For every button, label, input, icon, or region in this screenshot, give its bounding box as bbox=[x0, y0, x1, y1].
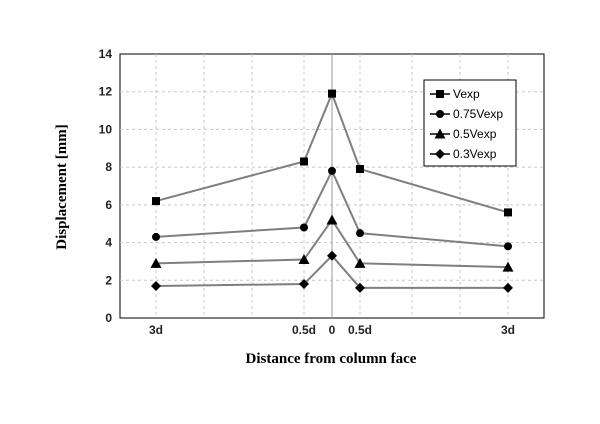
legend-marker bbox=[434, 128, 446, 139]
data-point bbox=[299, 279, 309, 290]
data-point bbox=[503, 282, 513, 293]
data-point bbox=[150, 257, 162, 268]
data-point bbox=[300, 223, 308, 232]
data-point bbox=[298, 254, 310, 265]
y-tick-label: 10 bbox=[99, 122, 113, 136]
data-point bbox=[354, 257, 366, 268]
y-axis-title: Displacement [mm] bbox=[54, 124, 70, 249]
data-point bbox=[328, 89, 336, 98]
data-point bbox=[355, 282, 365, 293]
data-point bbox=[504, 242, 512, 251]
x-tick-label: 0.5d bbox=[348, 323, 372, 337]
data-point bbox=[504, 208, 512, 217]
x-tick-label: 0 bbox=[329, 323, 336, 337]
y-tick-label: 14 bbox=[99, 47, 113, 61]
x-tick-label: 0.5d bbox=[292, 323, 316, 337]
legend-marker bbox=[436, 110, 444, 118]
data-point bbox=[328, 166, 336, 175]
data-point bbox=[356, 229, 364, 238]
y-tick-label: 0 bbox=[105, 311, 112, 325]
y-tick-label: 6 bbox=[105, 198, 112, 212]
data-point bbox=[152, 232, 160, 241]
data-point bbox=[356, 165, 364, 174]
data-point bbox=[151, 280, 161, 291]
data-point bbox=[300, 157, 308, 166]
series-0.75Vexp bbox=[152, 166, 512, 251]
legend-label: Vexp bbox=[453, 87, 480, 101]
series-0.5Vexp bbox=[150, 214, 514, 272]
legend-label: 0.3Vexp bbox=[453, 147, 497, 161]
y-tick-label: 2 bbox=[105, 273, 112, 287]
x-axis-title: Distance from column face bbox=[246, 351, 417, 367]
y-tick-label: 12 bbox=[99, 85, 113, 99]
data-point bbox=[502, 261, 514, 272]
data-point bbox=[327, 250, 337, 261]
series-layer bbox=[150, 89, 514, 293]
x-tick-label: 3d bbox=[149, 323, 163, 337]
data-point bbox=[326, 214, 338, 225]
axes: 0 2 4 6 8 10 12 14 3d 0.5d 0 0.5d 3d bbox=[99, 47, 515, 337]
x-tick-label: 3d bbox=[501, 323, 515, 337]
y-tick-label: 8 bbox=[105, 160, 112, 174]
series-0.3Vexp bbox=[151, 250, 513, 293]
legend: Vexp 0.75Vexp 0.5Vexp 0.3Vexp bbox=[423, 79, 517, 167]
y-tick-label: 4 bbox=[105, 236, 112, 250]
data-point bbox=[152, 197, 160, 206]
legend-marker bbox=[436, 90, 444, 98]
legend-label: 0.75Vexp bbox=[453, 107, 503, 121]
series-Vexp bbox=[152, 89, 512, 217]
legend-marker bbox=[435, 149, 445, 159]
legend-label: 0.5Vexp bbox=[453, 127, 497, 141]
